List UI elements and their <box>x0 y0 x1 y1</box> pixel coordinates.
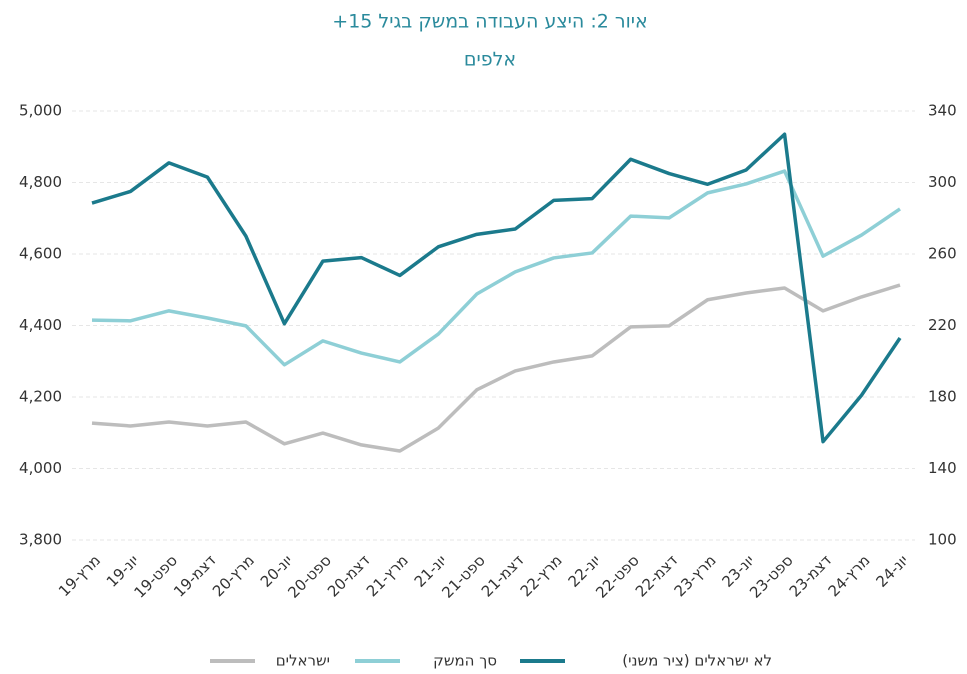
x-tick-label: ספט-20 <box>284 551 334 601</box>
y2-tick-label: 140 <box>928 459 957 477</box>
y-tick-label: 4,200 <box>19 388 62 406</box>
legend-label: ישראלים <box>276 652 330 670</box>
x-tick-label: מרץ-21 <box>363 551 412 600</box>
y2-tick-label: 300 <box>928 173 957 191</box>
y-tick-label: 4,400 <box>19 316 62 334</box>
x-tick-label: ספט-19 <box>131 551 181 601</box>
x-tick-label: מרץ-24 <box>825 551 874 600</box>
y-tick-label: 5,000 <box>19 102 62 120</box>
y2-tick-label: 340 <box>928 102 957 120</box>
y-tick-label: 4,600 <box>19 245 62 263</box>
x-tick-label: ספט-23 <box>746 551 796 601</box>
x-tick-label: דצמ-23 <box>786 551 835 600</box>
x-tick-label: דצמ-22 <box>632 551 681 600</box>
x-tick-label: יונ-24 <box>872 551 912 591</box>
series-line <box>91 132 902 444</box>
y2-tick-label: 100 <box>928 531 957 549</box>
x-tick-label: ספט-21 <box>438 551 488 601</box>
x-tick-label: מרץ-23 <box>671 551 720 600</box>
y2-tick-label: 220 <box>928 316 957 334</box>
x-tick-label: דצמ-20 <box>324 551 373 600</box>
legend-label: לא ישראלים (ציר משני) <box>622 652 772 670</box>
series-line <box>91 283 901 453</box>
x-tick-label: ספט-22 <box>592 551 642 601</box>
y-tick-label: 4,800 <box>19 173 62 191</box>
y-tick-label: 4,000 <box>19 459 62 477</box>
y2-tick-label: 260 <box>928 245 957 263</box>
x-tick-label: מרץ-20 <box>209 551 258 600</box>
x-tick-label: מרץ-22 <box>517 551 566 600</box>
x-tick-label: מרץ-19 <box>55 551 104 600</box>
series-line <box>91 169 901 367</box>
x-tick-label: דצמ-21 <box>478 551 527 600</box>
x-tick-label: דצמ-19 <box>170 551 219 600</box>
y-tick-label: 3,800 <box>19 531 62 549</box>
y2-tick-label: 180 <box>928 388 957 406</box>
legend-label: סך המשק <box>433 652 497 670</box>
chart-title: איור 2: היצע העבודה במשק בגיל 15+ <box>332 11 647 33</box>
chart-subtitle: אלפים <box>464 49 516 71</box>
